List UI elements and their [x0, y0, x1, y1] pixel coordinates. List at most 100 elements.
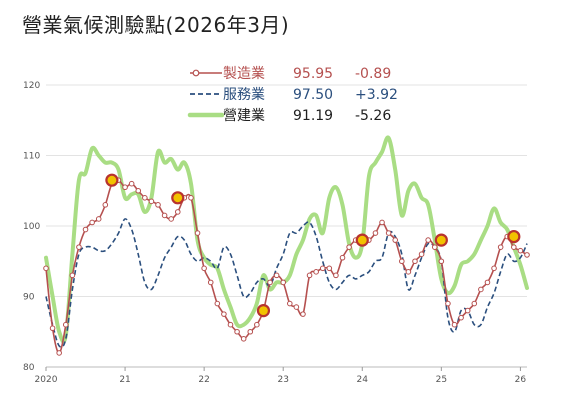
data-point-manufacturing — [280, 279, 287, 286]
data-point-manufacturing — [148, 198, 155, 205]
data-point-manufacturing — [346, 244, 352, 250]
legend-item: 服務業 97.50 +3.92 — [190, 87, 398, 103]
data-point-manufacturing — [82, 226, 89, 233]
data-point-manufacturing — [399, 258, 405, 265]
data-point-manufacturing — [339, 254, 346, 261]
data-point-manufacturing — [319, 265, 326, 272]
data-point-manufacturing — [227, 321, 234, 328]
legend-item: 營建業 91.19 -5.26 — [187, 108, 391, 124]
legend-change-value: -5.26 — [355, 108, 391, 124]
data-point-manufacturing — [128, 180, 135, 187]
data-point-manufacturing — [511, 244, 517, 250]
data-point-manufacturing — [49, 325, 56, 332]
y-tick-label: 110 — [23, 152, 40, 162]
series-layer — [43, 135, 530, 356]
data-point-manufacturing — [524, 252, 530, 258]
data-point-manufacturing — [458, 314, 464, 321]
grid-lines — [46, 84, 527, 368]
data-point-manufacturing — [306, 272, 313, 279]
data-point-manufacturing — [412, 258, 418, 265]
x-tick-label: 22 — [198, 375, 209, 385]
data-point-manufacturing — [194, 230, 201, 236]
data-point-manufacturing — [491, 265, 497, 272]
data-point-manufacturing — [418, 251, 425, 257]
y-axis: 80 90 100 110 120 — [23, 81, 40, 373]
data-point-manufacturing — [425, 237, 431, 243]
series-line-construction — [44, 135, 529, 344]
data-point-manufacturing — [95, 216, 102, 222]
x-tick-label: 2020 — [35, 375, 58, 385]
data-point-manufacturing — [89, 219, 95, 226]
data-point-manufacturing — [188, 195, 194, 201]
data-point-manufacturing — [451, 321, 458, 328]
highlight-marker — [256, 304, 271, 318]
legend-swatch-marker — [192, 69, 200, 77]
series-manufacturing — [43, 177, 530, 356]
data-point-manufacturing — [102, 202, 109, 208]
data-point-manufacturing — [247, 328, 254, 335]
data-point-manufacturing — [142, 195, 148, 201]
y-tick-label: 100 — [23, 222, 40, 232]
data-point-manufacturing — [273, 272, 280, 279]
data-point-manufacturing — [161, 212, 168, 219]
data-point-manufacturing — [240, 336, 247, 342]
legend-change-value: -0.89 — [355, 66, 391, 82]
legend: 製造業 95.95 -0.89 服務業 97.50 +3.92 營建業 91.19 -5.26 — [187, 66, 398, 124]
data-point-manufacturing — [135, 187, 142, 194]
highlight-marker — [434, 233, 448, 247]
highlight-marker — [171, 191, 185, 205]
x-tick-label: 24 — [357, 375, 369, 385]
y-tick-label: 120 — [23, 81, 40, 91]
x-tick-label: 23 — [277, 375, 288, 385]
legend-label: 營建業 — [223, 108, 265, 124]
legend-label: 服務業 — [223, 87, 265, 103]
legend-change-value: +3.92 — [355, 87, 398, 103]
data-point-manufacturing — [431, 244, 438, 250]
data-point-manufacturing — [43, 265, 49, 272]
data-point-manufacturing — [62, 321, 69, 328]
data-point-manufacturing — [464, 307, 471, 314]
data-point-manufacturing — [286, 300, 293, 307]
legend-latest-value: 97.50 — [293, 87, 333, 103]
data-point-manufacturing — [76, 244, 82, 250]
x-tick-label: 26 — [515, 375, 527, 385]
data-point-manufacturing — [379, 219, 385, 226]
x-tick-label: 25 — [436, 375, 447, 385]
series-line-services — [45, 218, 528, 348]
data-point-manufacturing — [69, 272, 76, 279]
y-tick-label: 80 — [23, 363, 35, 373]
data-point-manufacturing — [313, 269, 319, 275]
data-point-manufacturing — [333, 272, 339, 279]
data-point-manufacturing — [254, 321, 260, 328]
data-point-manufacturing — [438, 258, 445, 265]
data-point-manufacturing — [385, 230, 392, 236]
chart-title: 營業氣候測驗點(2026年3月) — [22, 13, 290, 37]
data-point-manufacturing — [267, 279, 273, 286]
x-axis: 2020 21 22 23 24 25 26 — [35, 367, 527, 385]
data-point-manufacturing — [471, 300, 478, 307]
data-point-manufacturing — [497, 244, 504, 250]
data-point-manufacturing — [405, 269, 412, 275]
data-point-manufacturing — [201, 265, 207, 272]
data-point-manufacturing — [168, 216, 174, 222]
data-point-manufacturing — [326, 265, 333, 272]
data-point-manufacturing — [517, 247, 524, 254]
data-point-manufacturing — [122, 184, 128, 191]
legend-latest-value: 91.19 — [293, 108, 333, 124]
data-point-manufacturing — [174, 209, 181, 215]
highlight-marker — [507, 229, 521, 244]
data-point-manufacturing — [392, 237, 399, 243]
legend-label: 製造業 — [223, 66, 265, 82]
data-point-manufacturing — [207, 279, 214, 286]
legend-item: 製造業 95.95 -0.89 — [190, 66, 391, 82]
data-point-manufacturing — [214, 300, 221, 307]
data-point-manufacturing — [300, 311, 306, 317]
x-tick-label: 21 — [119, 375, 130, 385]
legend-latest-value: 95.95 — [293, 66, 333, 82]
data-point-manufacturing — [155, 202, 161, 208]
y-tick-label: 90 — [23, 293, 35, 303]
data-point-manufacturing — [234, 328, 240, 335]
data-point-manufacturing — [484, 279, 491, 286]
data-point-manufacturing — [478, 286, 484, 293]
